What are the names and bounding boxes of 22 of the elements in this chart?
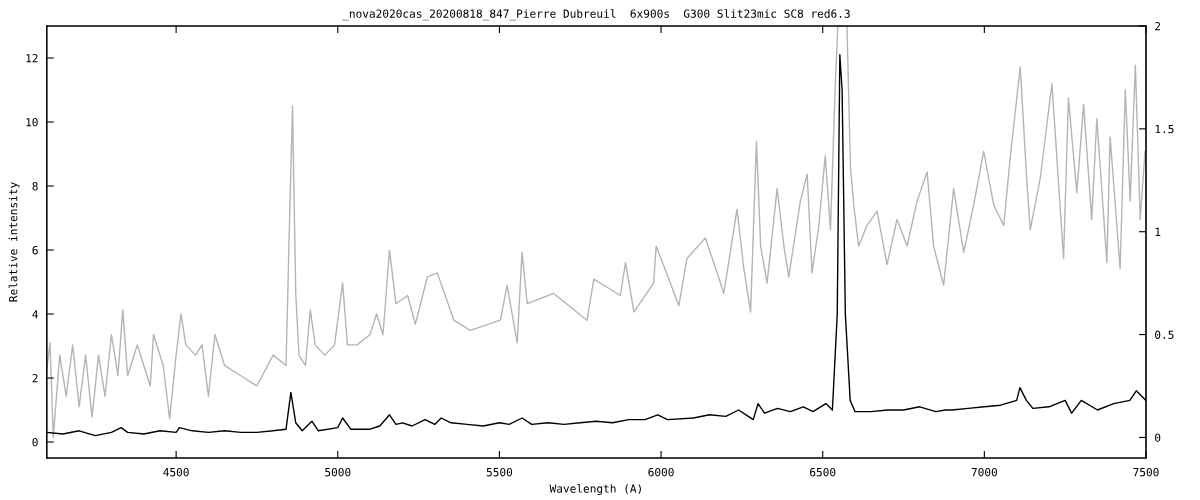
y2-tick-label: 0 (1155, 433, 1161, 442)
y2-tick-label: 2 (1155, 22, 1161, 31)
y-tick-label: 2 (32, 374, 38, 383)
y-tick-label: 8 (32, 182, 38, 191)
x-tick-label: 4500 (163, 467, 189, 477)
y-tick-label: 6 (32, 246, 38, 255)
x-tick-label: 6000 (648, 467, 674, 477)
y2-tick-label: 0.5 (1155, 330, 1174, 339)
x-tick-label: 5000 (325, 467, 351, 477)
y2-tick-label: 1.5 (1155, 125, 1174, 134)
y-tick-label: 4 (32, 310, 38, 319)
x-tick-label: 7500 (1133, 467, 1159, 477)
y-tick-label: 12 (26, 54, 38, 63)
y-tick-label: 0 (32, 438, 38, 447)
x-tick-label: 7000 (971, 467, 998, 477)
y-tick-label: 10 (26, 118, 38, 127)
chart-title: _nova2020cas_20200818_847_Pierre Dubreuil 6x900s G300 Slit23mic SC8 red6.3 (342, 9, 850, 21)
x-tick-label: 6500 (810, 467, 836, 477)
x-axis-title: Wavelength (A) (549, 484, 641, 495)
x-tick-label: 5500 (486, 467, 513, 477)
y-axis-title: Relative intensity (8, 182, 20, 302)
y2-tick-label: 1 (1155, 227, 1161, 236)
